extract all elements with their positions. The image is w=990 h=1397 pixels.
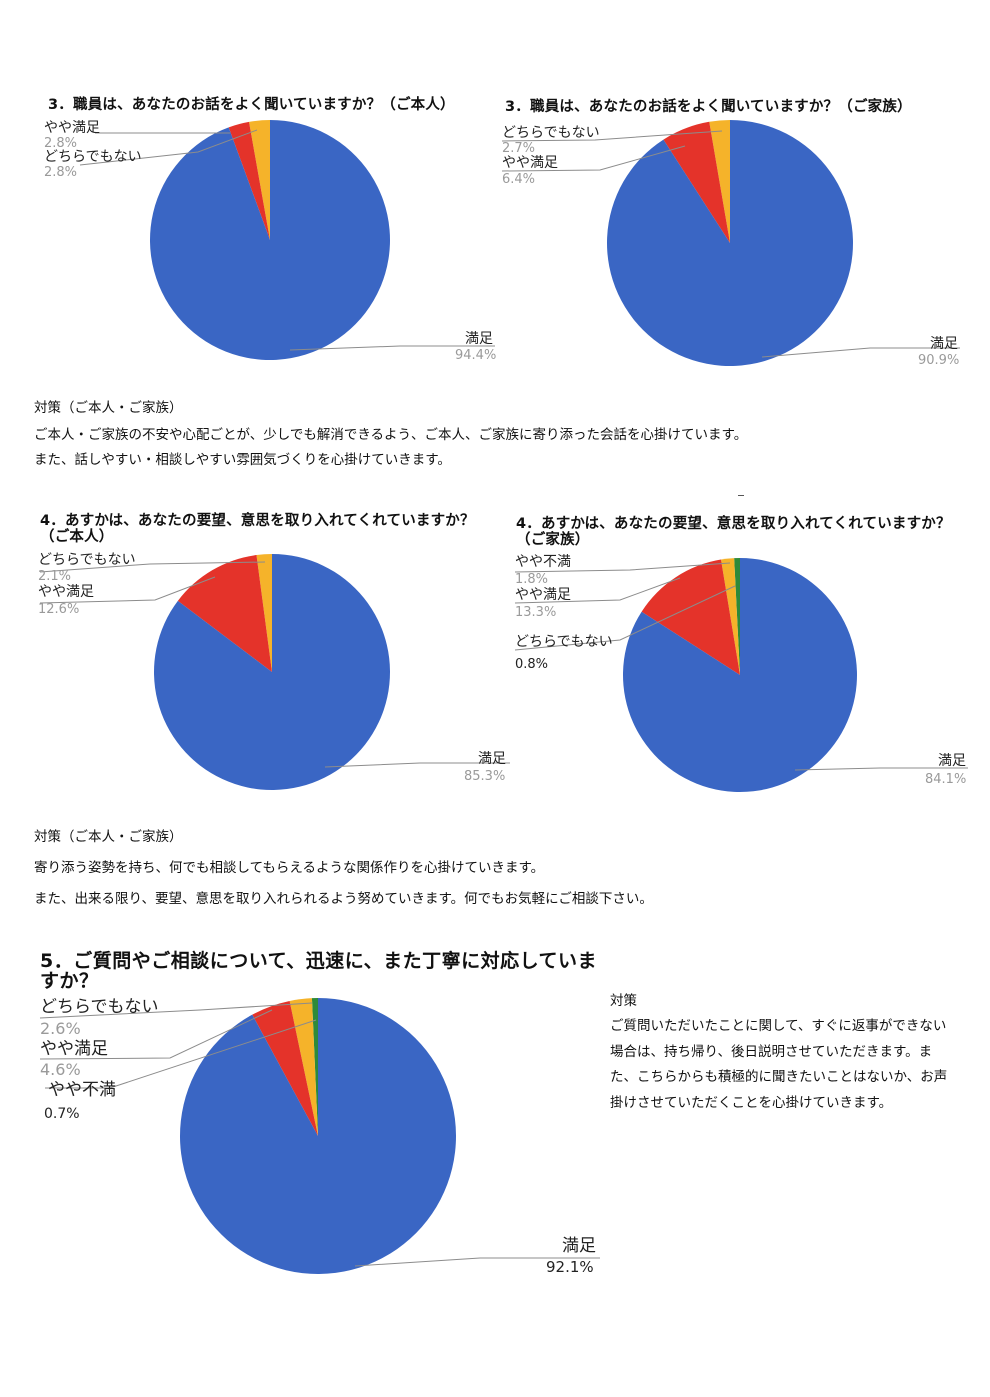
pie-slice-4-3 — [641, 559, 740, 675]
pie-slice-4-1 — [734, 558, 740, 675]
legend-percent: 2.1% — [38, 569, 71, 584]
pie-slice-4-4 — [623, 558, 857, 792]
legend-label: やや不満 — [48, 1080, 116, 1100]
section-q3-line2: また、話しやすい・相談しやすい雰囲気づくりを心掛けていきます。 — [34, 452, 451, 468]
pie-slice-4-2 — [720, 558, 740, 675]
legend-percent: 84.1% — [925, 772, 966, 787]
legend-label: 満足 — [465, 331, 493, 347]
legend-label: どちらでもない — [38, 552, 136, 568]
chart-q4-self-labels: どちらでもない 2.1% やや満足 12.6% 満足 85.3% — [38, 552, 510, 784]
pie-slice-1-2 — [228, 121, 270, 240]
legend-percent: 90.9% — [918, 353, 959, 368]
section-q4-line1: 寄り添う姿勢を持ち、何でも相談してもらえるような関係作りを心掛けていきます。 — [34, 860, 545, 876]
pie-slice-5-1 — [311, 998, 318, 1136]
chart-title-q4-family: 4．あすかは、あなたの要望、意思を取り入れてくれていますか？ （ご家族） — [516, 516, 951, 548]
pie-slice-2-2 — [663, 121, 730, 243]
legend-percent: 94.4% — [455, 348, 496, 363]
legend-percent: 2.8% — [44, 165, 77, 180]
legend-percent: 1.8% — [515, 572, 548, 587]
pie-slice-3-2 — [177, 555, 272, 672]
legend-percent: 92.1% — [546, 1258, 594, 1276]
pie-slice-2-3 — [606, 120, 853, 366]
legend-label: どちらでもない — [515, 634, 613, 650]
legend-label: やや満足 — [40, 1039, 108, 1059]
legend-label: どちらでもない — [502, 125, 600, 141]
legend-label: やや満足 — [502, 155, 558, 171]
legend-percent: 2.8% — [44, 136, 77, 151]
chart-q3-self-labels: やや満足 2.8% どちらでもない 2.8% 満足 94.4% — [44, 120, 496, 363]
legend-percent: 4.6% — [40, 1060, 81, 1079]
legend-label: どちらでもない — [44, 149, 142, 165]
pie-slice-5-3 — [252, 1000, 318, 1136]
section-q3-line1: ご本人・ご家族の不安や心配ごとが、少しでも解消できるよう、ご本人、ご家族に寄り添… — [34, 427, 748, 443]
chart-title-q5: 5．ご質問やご相談について、迅速に、また丁寧に対応していますか？ — [40, 950, 598, 992]
legend-label: どちらでもない — [40, 997, 159, 1017]
chart-q3-family-labels: どちらでもない 2.7% やや満足 6.4% 満足 90.9% — [501, 125, 960, 368]
chart-q4-family-labels: やや不満 1.8% やや満足 13.3% どちらでもない 0.8% 満足 84.… — [514, 554, 968, 787]
pie-slice-1-3 — [150, 120, 391, 360]
chart-q5-labels: どちらでもない 2.6% やや満足 4.6% やや不満 0.7% 満足 92.1… — [39, 997, 600, 1276]
scan-speck — [738, 495, 744, 496]
legend-percent: 0.7% — [44, 1106, 80, 1122]
legend-percent: 2.6% — [40, 1019, 81, 1038]
pie-slice-5-2 — [289, 998, 318, 1136]
pie-slice-3-1 — [256, 554, 272, 672]
legend-label: 満足 — [930, 336, 958, 352]
pie-slice-3-3 — [153, 554, 391, 791]
pie-slice-1-1 — [248, 120, 270, 240]
section-q5-heading: 対策 — [610, 993, 637, 1009]
section-q3-heading: 対策（ご本人・ご家族） — [34, 400, 183, 416]
legend-label: やや満足 — [515, 587, 571, 603]
legend-percent: 2.7% — [502, 141, 535, 156]
legend-label: やや不満 — [515, 554, 571, 570]
section-q5-body: ご質問いただいたことに関して、すぐに返事ができない場合は、持ち帰り、後日説明させ… — [610, 1018, 948, 1111]
legend-percent: 6.4% — [502, 172, 535, 187]
legend-label: やや満足 — [38, 584, 94, 600]
legend-label: やや満足 — [44, 120, 100, 136]
chart-title-q3-self: 3．職員は、あなたのお話をよく聞いていますか？（ご本人） — [48, 97, 455, 113]
legend-label: 満足 — [938, 753, 966, 769]
chart-title-q4-self: 4．あすかは、あなたの要望、意思を取り入れてくれていますか？ （ご本人） — [40, 513, 475, 545]
section-q4-heading: 対策（ご本人・ご家族） — [34, 829, 183, 845]
legend-label: 満足 — [562, 1236, 596, 1256]
pie-slice-2-1 — [709, 120, 730, 243]
legend-percent: 12.6% — [38, 602, 79, 617]
chart-title-q3-family: 3．職員は、あなたのお話をよく聞いていますか？（ご家族） — [505, 99, 912, 115]
pie-slice-5-4 — [180, 998, 457, 1274]
legend-percent: 13.3% — [515, 605, 556, 620]
legend-percent: 0.8% — [515, 657, 548, 672]
legend-label: 満足 — [478, 751, 506, 767]
section-q4-line2: また、出来る限り、要望、意思を取り入れられるよう努めていきます。何でもお気軽にご… — [34, 891, 653, 907]
legend-percent: 85.3% — [464, 769, 505, 784]
